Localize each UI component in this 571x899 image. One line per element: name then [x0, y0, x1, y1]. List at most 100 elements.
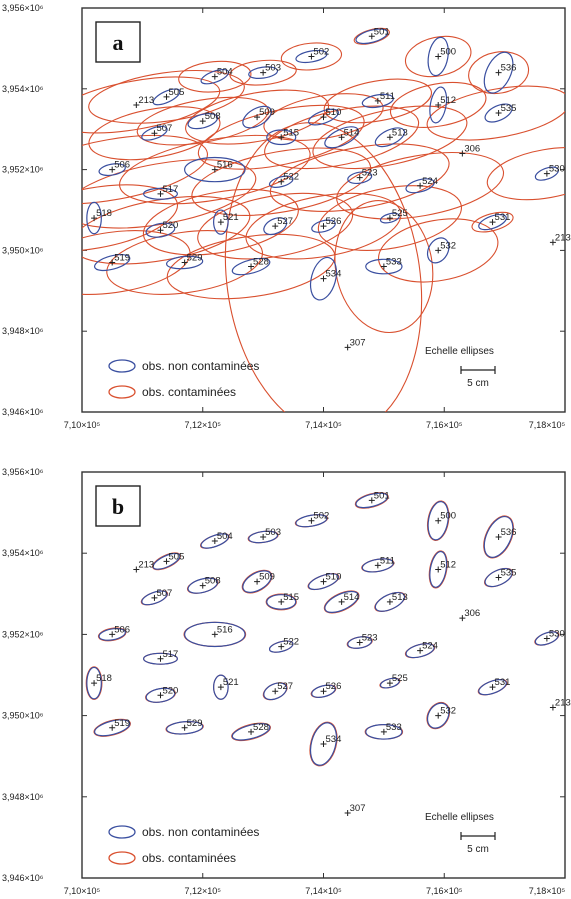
station-label: 509: [259, 572, 275, 583]
station-marker: [109, 631, 116, 638]
error-ellipse-contaminated: [269, 143, 450, 212]
error-ellipse-non-contaminated: [484, 567, 513, 588]
station-label: 515: [283, 127, 299, 138]
y-tick-label: 3,956×10⁶: [2, 467, 44, 477]
station-label: 522: [283, 172, 299, 183]
error-ellipse-non-contaminated: [165, 255, 204, 270]
panel-label-text: a: [113, 30, 124, 55]
error-ellipse-non-contaminated: [347, 636, 373, 649]
station-label: 307: [350, 803, 366, 814]
station-marker: [543, 170, 550, 177]
error-ellipse-non-contaminated: [142, 652, 178, 665]
error-ellipse-contaminated: [486, 147, 565, 201]
y-tick-label: 3,950×10⁶: [2, 245, 44, 255]
x-tick-label: 7,14×10⁵: [305, 886, 342, 896]
station-label: 503: [265, 63, 281, 74]
station-label: 519: [114, 718, 130, 729]
panel-a: 7,10×10⁵ 7,12×10⁵ 7,14×10⁵ 7,16×10⁵ 7,18×10⁵…: [2, 3, 571, 430]
y-tick-label: 3,948×10⁶: [2, 792, 44, 802]
x-tick-label: 7,10×10⁵: [64, 886, 101, 896]
error-ellipse-non-contaminated: [145, 222, 176, 238]
error-ellipse-non-contaminated: [248, 66, 279, 79]
station-marker: [199, 582, 206, 589]
station-marker: [181, 724, 188, 731]
station-marker: [109, 166, 116, 173]
panel-label-text: b: [112, 494, 124, 519]
station-marker: [549, 239, 556, 246]
error-ellipse-non-contaminated: [324, 590, 359, 613]
error-ellipse-non-contaminated: [427, 36, 449, 77]
error-ellipse-contaminated: [197, 192, 354, 260]
station-marker: [489, 219, 496, 226]
station-label: 528: [253, 257, 269, 268]
error-ellipse-non-contaminated: [141, 125, 168, 141]
station-marker: [308, 517, 315, 524]
station-label: 529: [187, 718, 203, 729]
error-ellipse-non-contaminated: [184, 621, 246, 648]
error-ellipse-non-contaminated: [231, 723, 271, 741]
station-marker: [278, 643, 285, 650]
station-marker: [320, 275, 327, 282]
station-label: 536: [501, 527, 517, 538]
legend-blue-ellipse: [108, 825, 136, 839]
station-marker: [260, 533, 267, 540]
error-ellipse-contaminated: [185, 89, 330, 145]
station-marker: [435, 247, 442, 254]
error-ellipse-contaminated: [93, 718, 131, 737]
station-marker: [435, 517, 442, 524]
error-ellipse-contaminated: [152, 552, 181, 571]
station-label: 213: [138, 95, 154, 106]
scale-bar: Echelle ellipses 5 cm: [425, 812, 496, 855]
scale-bar: Echelle ellipses 5 cm: [425, 346, 496, 389]
error-ellipse-non-contaminated: [426, 237, 450, 264]
station-marker: [217, 684, 224, 691]
error-ellipse-contaminated: [241, 569, 273, 594]
station-label: 530: [549, 628, 565, 639]
station-marker: [356, 174, 363, 181]
error-ellipse-non-contaminated: [86, 201, 102, 235]
station-label: 507: [156, 123, 172, 134]
station-marker: [549, 704, 556, 711]
error-ellipse-non-contaminated: [213, 209, 229, 235]
station-marker: [211, 73, 218, 80]
error-ellipse-contaminated: [323, 590, 360, 614]
error-ellipse-non-contaminated: [379, 212, 400, 224]
station-marker: [495, 69, 502, 76]
legend-blue-label: obs. non contaminées: [142, 359, 259, 373]
x-tick-label: 7,14×10⁵: [305, 420, 342, 430]
station-marker: [163, 558, 170, 565]
station-marker: [435, 101, 442, 108]
error-ellipse-non-contaminated: [231, 257, 271, 276]
error-ellipse-non-contaminated: [365, 258, 403, 275]
error-ellipse-contaminated: [88, 106, 221, 161]
error-ellipse-non-contaminated: [429, 550, 448, 588]
error-ellipse-non-contaminated: [187, 577, 219, 594]
error-ellipse-contaminated: [309, 721, 338, 767]
error-ellipse-contaminated: [229, 59, 297, 86]
error-ellipse-contaminated: [426, 500, 450, 541]
station-marker: [386, 680, 393, 687]
station-label: 526: [326, 681, 342, 692]
station-label: 213: [555, 697, 571, 708]
error-ellipse-non-contaminated: [405, 178, 435, 194]
station-marker: [417, 182, 424, 189]
error-ellipse-non-contaminated: [374, 127, 406, 148]
station-label: 533: [386, 257, 402, 268]
station-label: 532: [440, 706, 456, 717]
error-ellipse-non-contaminated: [355, 28, 389, 45]
error-ellipse-non-contaminated: [94, 719, 131, 737]
error-ellipse-non-contaminated: [309, 722, 338, 766]
station-marker: [435, 712, 442, 719]
error-ellipse-non-contaminated: [142, 187, 178, 200]
station-label: 518: [96, 208, 112, 219]
station-label: 306: [464, 608, 480, 619]
error-ellipse-non-contaminated: [152, 552, 181, 570]
station-label: 523: [362, 168, 378, 179]
error-ellipse-contaminated: [224, 122, 423, 412]
error-ellipse-contaminated: [280, 42, 343, 71]
error-ellipse-non-contaminated: [355, 492, 389, 509]
station-label: 529: [187, 253, 203, 264]
station-marker: [163, 93, 170, 100]
station-marker: [380, 263, 387, 270]
